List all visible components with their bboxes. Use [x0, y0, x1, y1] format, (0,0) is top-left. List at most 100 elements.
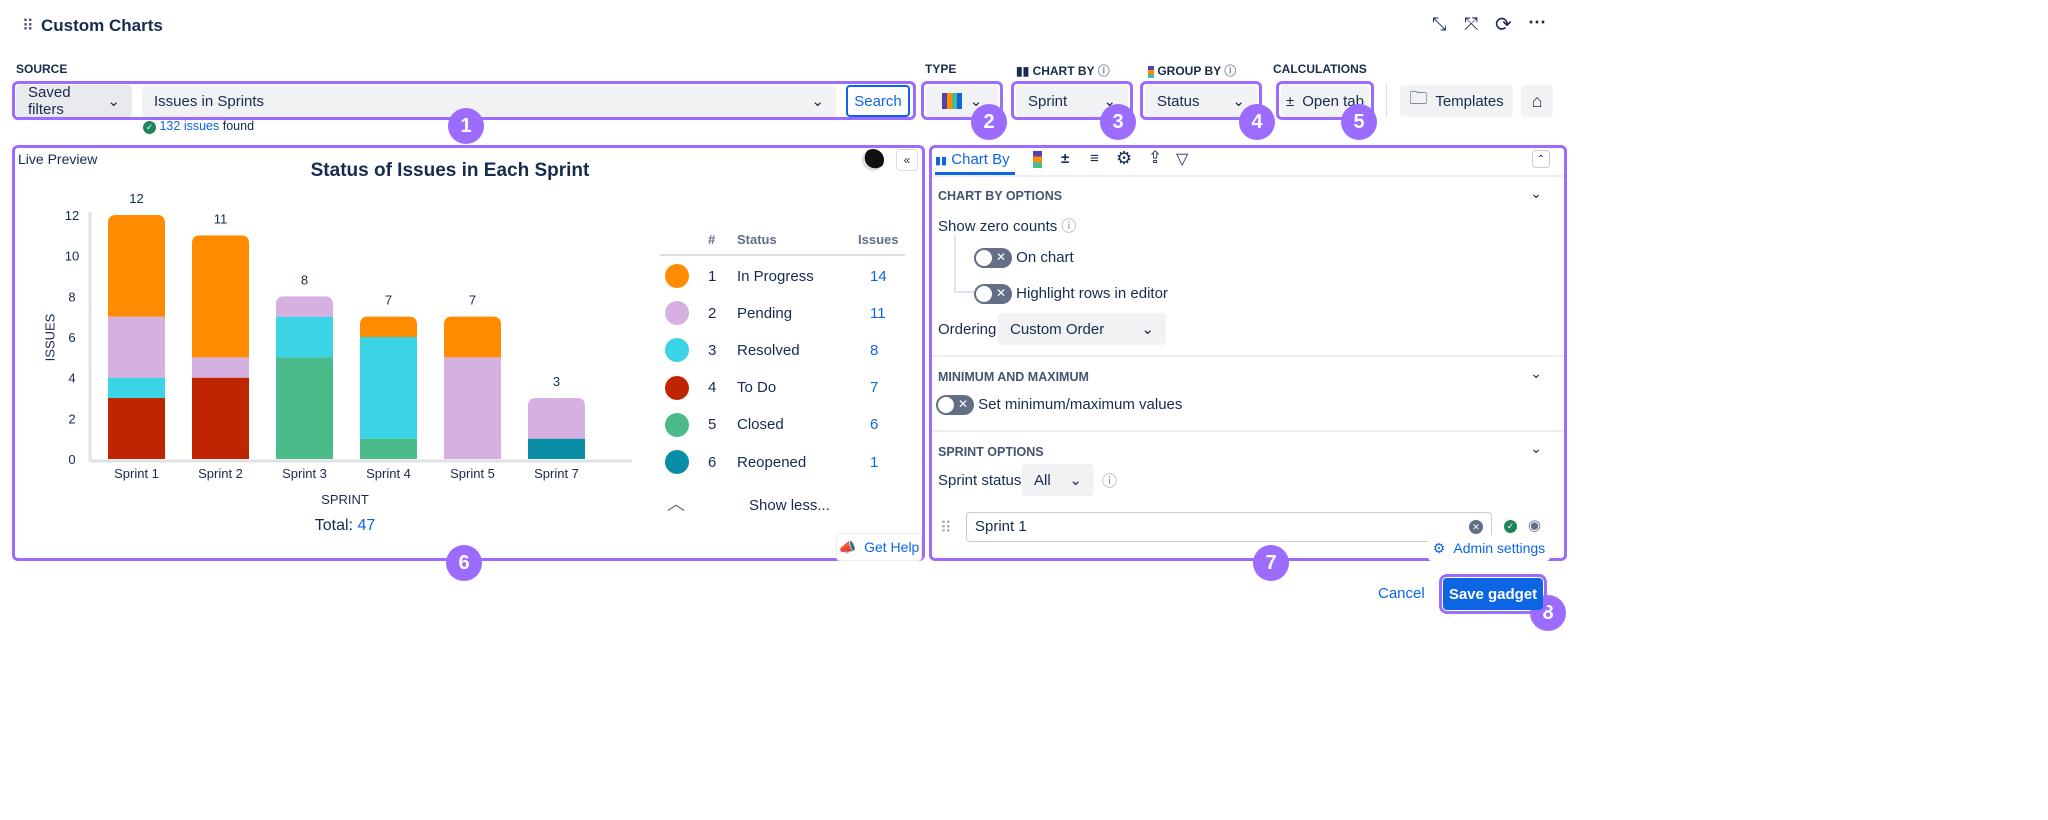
chart-by-value: Sprint — [1028, 92, 1068, 110]
highlight-3 — [1011, 81, 1133, 120]
tab-settings-gear-icon[interactable]: ⚙ — [1116, 148, 1133, 168]
eye-icon[interactable]: ◉ — [1528, 517, 1542, 534]
plus-minus-icon: ± — [1286, 92, 1295, 110]
legend-row[interactable]: 4 To Do 7 — [660, 373, 905, 403]
chevron-down-icon[interactable]: ⌄ — [1530, 185, 1542, 201]
saved-filters-dropdown[interactable]: Saved filters ⌄ — [16, 84, 132, 118]
get-help-button[interactable]: 📣 Get Help — [836, 533, 922, 561]
sprint-options-section: SPRINT OPTIONS ⌄ Sprint status All ⌄ ⓘ ⠿ … — [932, 430, 1564, 558]
info-icon: ⓘ — [1224, 64, 1237, 78]
legend-status: Pending — [737, 304, 793, 322]
collapse-icon[interactable]: ⤧ — [1464, 14, 1479, 34]
legend-num: 2 — [708, 304, 717, 322]
legend-issues[interactable]: 7 — [870, 379, 879, 397]
save-gadget-button[interactable]: Save gadget — [1439, 574, 1547, 614]
admin-settings-button[interactable]: ⚙ Admin settings — [1428, 535, 1550, 561]
legend-issues[interactable]: 8 — [870, 341, 879, 359]
chevron-down-icon[interactable]: ⌄ — [1530, 365, 1542, 381]
saved-filters-value: Saved filters — [28, 84, 71, 118]
found-text: found — [222, 119, 255, 133]
tab-share-icon[interactable]: ⇪ — [1148, 148, 1163, 167]
legend-row[interactable]: 1 In Progress 14 — [660, 261, 905, 291]
issues-count-link[interactable]: 132 issues — [159, 119, 220, 133]
bar-segment-pending — [108, 316, 165, 378]
cancel-button[interactable]: Cancel — [1378, 585, 1425, 602]
refresh-icon[interactable]: ⟳ — [1495, 14, 1512, 36]
legend-status: Closed — [737, 416, 784, 434]
bar-total-label: 3 — [553, 374, 560, 389]
highlight-2 — [921, 81, 1003, 120]
legend-row[interactable]: 6 Reopened 1 — [660, 447, 905, 477]
tab-calculations-icon[interactable]: ± — [1061, 150, 1070, 167]
stacked-color-icon — [1148, 65, 1154, 78]
filter-select[interactable]: Issues in Sprints ⌄ — [142, 85, 836, 117]
highlight-rows-toggle[interactable] — [974, 284, 1012, 304]
search-button[interactable]: Search — [846, 85, 910, 117]
chevron-up-icon[interactable]: ︿ — [667, 494, 685, 514]
theme-toggle-icon[interactable] — [862, 149, 884, 171]
set-minmax-toggle[interactable] — [936, 395, 974, 415]
y-tick-label: 10 — [65, 249, 79, 264]
x-tick-label: Sprint 1 — [114, 466, 159, 481]
options-panel — [929, 145, 1567, 561]
home-icon: ⌂ — [1531, 90, 1543, 111]
tab-filter-icon[interactable]: ▽ — [1176, 151, 1189, 168]
clear-icon[interactable]: ✕ — [1469, 520, 1483, 534]
bar-total-label: 7 — [469, 293, 476, 308]
drag-handle-icon[interactable]: ⠿ — [22, 18, 34, 35]
chevron-down-icon: ⌄ — [811, 93, 824, 110]
x-tick-label: Sprint 2 — [198, 466, 243, 481]
chevron-down-icon[interactable]: ⌄ — [1530, 440, 1542, 456]
live-preview-tab: Live Preview — [18, 151, 98, 167]
total-label: Total: — [314, 517, 353, 534]
total-value: 47 — [357, 517, 376, 534]
badge-1: 1 — [448, 108, 484, 144]
home-button[interactable]: ⌂ — [1521, 85, 1553, 117]
legend-issues[interactable]: 1 — [870, 453, 879, 471]
highlight-rows-label: Highlight rows in editor — [1016, 284, 1168, 302]
tab-sort-icon[interactable]: ≡ — [1090, 150, 1099, 167]
info-icon: ⓘ — [1061, 218, 1077, 235]
legend-issues[interactable]: 6 — [870, 416, 879, 434]
bar-segment-pending — [444, 357, 501, 459]
drag-handle-icon[interactable]: ⠿ — [940, 520, 952, 537]
sprint-status-dropdown[interactable]: All ⌄ — [1022, 464, 1094, 496]
bar-segment-in-progress — [360, 316, 417, 337]
legend-issues[interactable]: 11 — [870, 304, 886, 322]
tab-chart-by-label: Chart By — [951, 151, 1010, 168]
open-tab-label: Open tab — [1302, 92, 1364, 110]
legend-issues[interactable]: 14 — [870, 267, 887, 285]
sprint-status-label: Sprint status — [938, 472, 1022, 489]
group-by-dropdown[interactable]: Status ⌄ — [1145, 85, 1257, 117]
templates-button[interactable]: 🗀 Templates — [1400, 85, 1513, 117]
bar-chart-icon: ▮▮ — [1016, 64, 1030, 78]
show-zero-text: Show zero counts — [938, 218, 1058, 235]
page-title: Custom Charts — [41, 16, 163, 35]
section-heading: SPRINT OPTIONS — [938, 445, 1044, 459]
show-less-link[interactable]: Show less... — [749, 497, 830, 514]
bar-total-label: 12 — [129, 191, 143, 206]
legend-row[interactable]: 3 Resolved 8 — [660, 335, 905, 365]
ordering-dropdown[interactable]: Custom Order ⌄ — [998, 313, 1166, 345]
bar-total-label: 7 — [385, 293, 392, 308]
chart-by-options-section: CHART BY OPTIONS ⌄ Show zero counts ⓘ On… — [932, 175, 1564, 350]
collapse-panel-button[interactable]: « — [896, 149, 918, 171]
y-tick-label: 8 — [68, 289, 75, 304]
tab-group-by-icon[interactable] — [1033, 151, 1042, 168]
highlight-rows-row: Highlight rows in editor — [974, 284, 1168, 304]
collapse-all-button[interactable]: ⌃ — [1532, 150, 1550, 168]
divider — [1386, 85, 1387, 117]
y-tick-label: 4 — [68, 371, 75, 386]
sprint-item-input[interactable]: Sprint 1 ✕ — [966, 512, 1492, 542]
legend-row[interactable]: 2 Pending 11 — [660, 298, 905, 328]
more-icon[interactable]: ⋯ — [1528, 12, 1546, 32]
on-chart-toggle[interactable] — [974, 248, 1012, 268]
bar-segment-in-progress — [108, 215, 165, 317]
expand-icon[interactable]: ⤡ — [1432, 14, 1447, 34]
chart-total: Total: 47 — [300, 517, 390, 535]
tab-chart-by[interactable]: ▮▮ Chart By — [935, 151, 1015, 175]
chevron-down-icon: ⌄ — [1141, 321, 1154, 338]
legend-row[interactable]: 5 Closed 6 — [660, 410, 905, 440]
legend-header: # Status Issues — [660, 232, 905, 256]
min-max-section: MINIMUM AND MAXIMUM ⌄ Set minimum/maximu… — [932, 355, 1564, 425]
